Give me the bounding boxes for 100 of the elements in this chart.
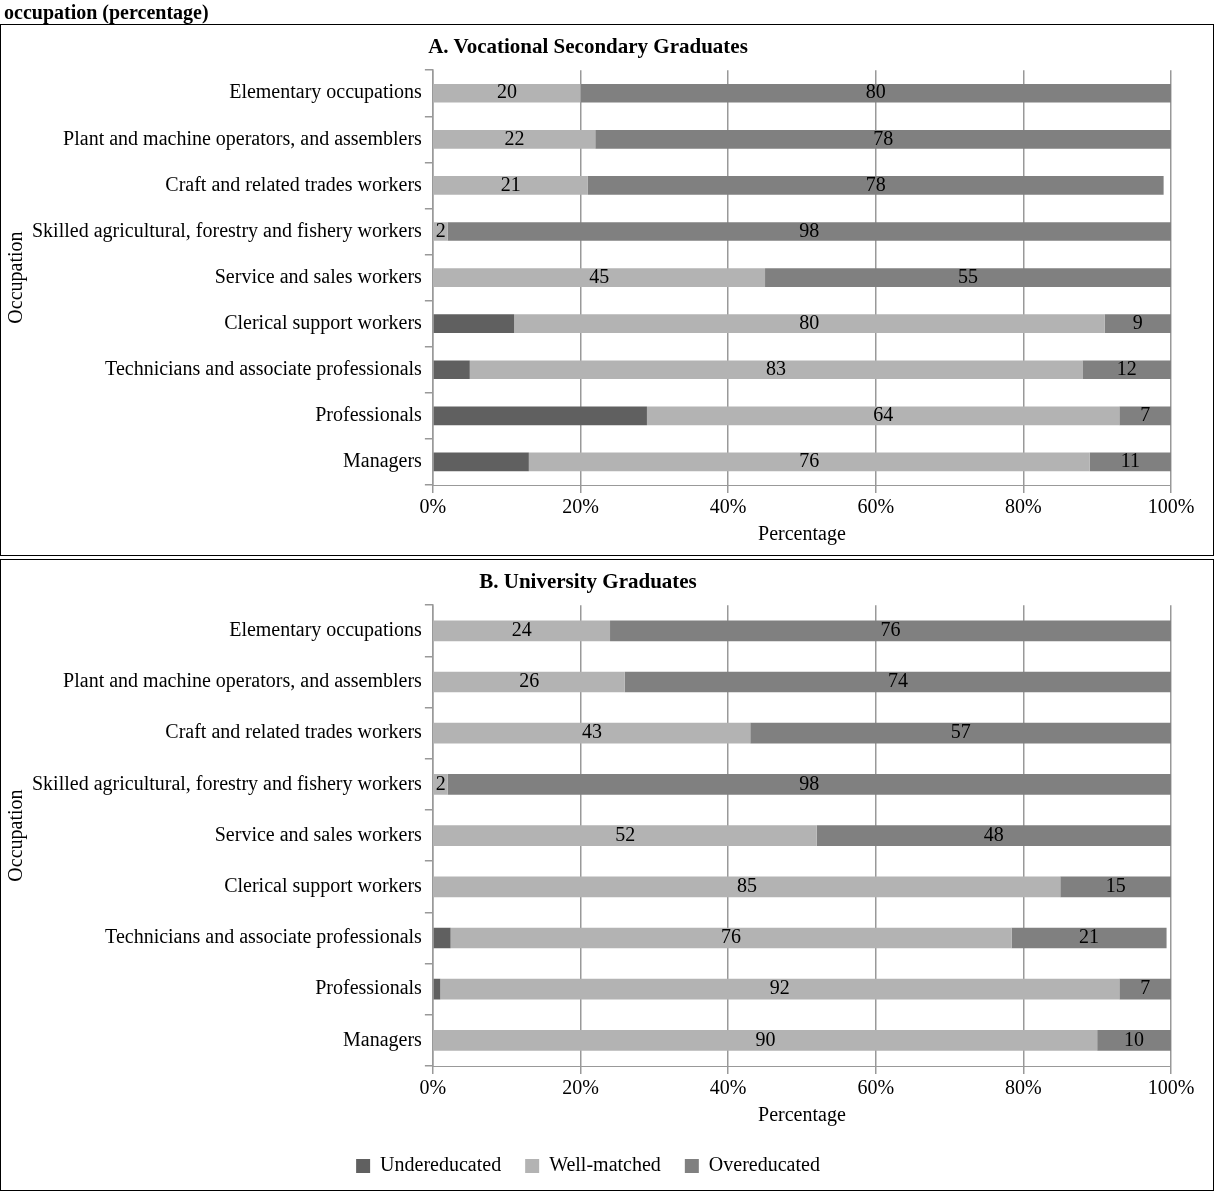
bar — [433, 978, 441, 1000]
bar — [433, 1030, 1098, 1051]
legend-label: Overeducated — [708, 1153, 820, 1176]
y-tick-label: Craft and related trades workers — [165, 172, 423, 195]
data-label: 45 — [589, 264, 610, 287]
chart-title: A. Vocational Secondary Graduates — [428, 34, 748, 59]
bar — [624, 671, 1171, 693]
bar — [1060, 876, 1171, 898]
data-label: 76 — [880, 618, 901, 641]
x-axis-title: Percentage — [758, 1103, 846, 1127]
bar — [1089, 452, 1171, 472]
y-tick-label: Professionals — [315, 976, 423, 999]
data-label: 76 — [799, 449, 820, 472]
data-label: 43 — [581, 720, 602, 743]
bar — [433, 876, 1061, 898]
y-axis-title: Occupation — [4, 231, 28, 324]
data-label: 26 — [519, 669, 540, 692]
y-tick-label: Elementary occupations — [229, 618, 423, 642]
data-label: 52 — [615, 822, 636, 845]
bar — [580, 83, 1171, 103]
y-tick-label: Service and sales workers — [214, 264, 423, 287]
bar — [595, 130, 1171, 149]
x-tick-label: 40% — [709, 495, 747, 518]
data-label: 85 — [736, 874, 757, 897]
bar — [610, 620, 1171, 642]
data-label: 2 — [435, 771, 446, 794]
bar — [765, 268, 1171, 287]
bar — [433, 130, 596, 149]
data-label: 24 — [511, 618, 532, 641]
data-label: 78 — [865, 172, 886, 195]
bar — [528, 452, 1090, 472]
bar — [447, 774, 1171, 795]
bar — [469, 360, 1083, 380]
data-label: 21 — [500, 172, 521, 195]
bar — [1119, 406, 1171, 426]
bar — [1119, 978, 1171, 1000]
y-tick-label: Professionals — [315, 403, 423, 426]
bar — [433, 314, 515, 334]
data-label: 11 — [1120, 449, 1141, 472]
legend-label: Well-matched — [549, 1153, 661, 1176]
bar — [433, 268, 766, 287]
data-label: 2 — [435, 218, 446, 241]
y-tick-label: Elementary occupations — [229, 80, 423, 104]
x-tick-label: 20% — [562, 1076, 599, 1099]
data-label: 55 — [958, 264, 979, 287]
x-tick-label: 60% — [857, 495, 895, 518]
y-tick-label: Service and sales workers — [214, 822, 423, 845]
y-tick-label: Technicians and associate professionals — [105, 357, 423, 381]
data-label: 90 — [755, 1027, 776, 1050]
data-label: 80 — [799, 310, 820, 333]
data-label: 22 — [504, 126, 525, 149]
data-label: 76 — [721, 925, 742, 948]
y-tick-label: Plant and machine operators, and assemblers — [63, 126, 423, 150]
y-tick-label: Skilled agricultural, forestry and fishery workers — [31, 771, 423, 795]
x-tick-label: 100% — [1147, 1076, 1195, 1099]
bar — [433, 825, 817, 846]
bar — [433, 927, 451, 949]
data-label: 20 — [497, 80, 518, 103]
bar — [433, 452, 529, 472]
bar — [514, 314, 1105, 334]
bar — [433, 360, 470, 380]
data-label: 92 — [769, 976, 790, 999]
bar — [816, 825, 1171, 846]
data-label: 48 — [983, 822, 1004, 845]
x-tick-label: 20% — [562, 495, 599, 518]
y-tick-label: Craft and related trades workers — [165, 720, 423, 743]
data-label: 74 — [887, 669, 908, 692]
bar — [646, 406, 1120, 426]
y-tick-label: Managers — [343, 1027, 423, 1051]
y-tick-label: Skilled agricultural, forestry and fishery workers — [31, 218, 423, 242]
data-label: 98 — [799, 771, 820, 794]
y-tick-label: Clerical support workers — [224, 310, 423, 334]
data-label: 57 — [950, 720, 971, 743]
bar — [1011, 927, 1167, 949]
bar — [587, 176, 1164, 195]
y-tick-label: Technicians and associate professionals — [105, 925, 423, 949]
text: occupation (percentage) — [3, 0, 210, 24]
bar — [433, 83, 581, 103]
data-label: 7 — [1140, 976, 1151, 999]
x-tick-label: 0% — [419, 1076, 447, 1099]
bar — [447, 222, 1171, 241]
x-tick-label: 80% — [1005, 495, 1042, 518]
data-label: 80 — [865, 80, 886, 103]
y-axis-title: Occupation — [4, 789, 28, 882]
data-label: 98 — [799, 218, 820, 241]
bar — [1104, 314, 1171, 334]
chart-title: B. University Graduates — [479, 569, 697, 594]
bar — [433, 620, 611, 642]
data-label: 10 — [1124, 1027, 1145, 1050]
x-axis-title: Percentage — [758, 522, 846, 546]
data-label: 78 — [873, 126, 894, 149]
x-tick-label: 80% — [1005, 1076, 1042, 1099]
bar — [433, 176, 588, 195]
bar — [1082, 360, 1171, 380]
y-tick-label: Clerical support workers — [224, 874, 423, 898]
bar — [433, 722, 751, 744]
x-tick-label: 100% — [1147, 495, 1195, 518]
bar — [450, 927, 1012, 949]
legend-label: Undereducated — [380, 1153, 502, 1176]
data-label: 7 — [1140, 403, 1151, 426]
